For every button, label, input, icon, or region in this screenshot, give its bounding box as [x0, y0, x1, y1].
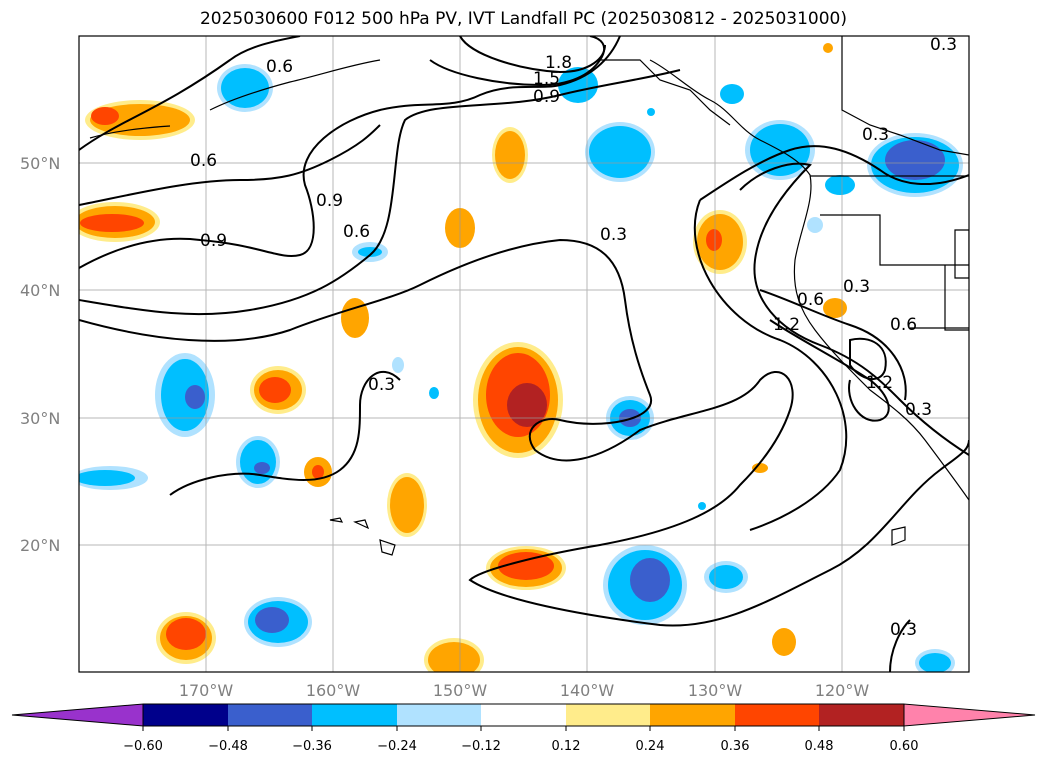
lon-label-160w: 160°W [306, 681, 361, 700]
colorbar-tick-label: −0.60 [123, 739, 163, 754]
positive-anomaly-center [473, 342, 563, 458]
colorbar-bin [228, 704, 312, 726]
map-frame [78, 35, 970, 673]
pv-contours [79, 36, 969, 672]
colorbar-extend-max [903, 703, 1036, 727]
coastlines [89, 36, 969, 556]
lat-label-20n: 20°N [20, 536, 60, 555]
contour-label: 0.9 [533, 87, 560, 107]
colorbar-tick-label: 0.36 [721, 739, 750, 754]
colorbar-tick-label: −0.48 [208, 739, 248, 754]
contour-labels: 0.6 1.8 1.5 0.9 0.3 0.6 0.9 0.6 0.9 0.3 … [190, 35, 957, 640]
colorbar-bin [566, 704, 650, 726]
colorbar-tick-label: −0.36 [292, 739, 332, 754]
contour-label: 0.3 [600, 225, 627, 245]
positive-anomaly-nw [85, 100, 195, 140]
colorbar-tick-label: −0.24 [377, 739, 417, 754]
colorbar-tick-label: 0.12 [552, 739, 581, 754]
contour-label: 0.3 [930, 35, 957, 55]
contour-label: 0.3 [368, 375, 395, 395]
lat-label-50n: 50°N [20, 154, 60, 173]
contour-label: 0.6 [797, 290, 824, 310]
lon-label-120w: 120°W [815, 681, 870, 700]
contour-label: 0.3 [890, 620, 917, 640]
longitude-labels: 170°W 160°W 150°W 140°W 130°W 120°W [179, 681, 870, 700]
contour-label: 0.6 [190, 151, 217, 171]
lat-label-30n: 30°N [20, 409, 60, 428]
contour-label: 1.2 [773, 315, 800, 335]
contour-label: 0.9 [316, 191, 343, 211]
latitude-labels: 50°N 40°N 30°N 20°N [20, 154, 60, 555]
colorbar-extend-min [11, 703, 144, 727]
contour-label: 0.6 [343, 222, 370, 242]
contour-label: 0.3 [905, 400, 932, 420]
lon-label-150w: 150°W [433, 681, 488, 700]
colorbar-bin [481, 704, 566, 726]
contour-label: 1.5 [533, 69, 560, 89]
lon-label-140w: 140°W [560, 681, 615, 700]
colorbar-bin [143, 704, 228, 726]
colorbar-bin [735, 704, 819, 726]
contour-label: 0.6 [266, 57, 293, 77]
colorbar-bin [397, 704, 481, 726]
contour-label: 0.3 [843, 277, 870, 297]
colorbar-bin [819, 704, 904, 726]
map-title: 2025030600 F012 500 hPa PV, IVT Landfall… [199, 9, 847, 29]
contour-label: 0.9 [200, 231, 227, 251]
lat-label-40n: 40°N [20, 281, 60, 300]
colorbar-tick-label: 0.24 [636, 739, 665, 754]
positive-anomaly-w [79, 202, 160, 242]
colorbar-tick-label: 0.48 [805, 739, 834, 754]
contour-label: 1.2 [866, 373, 893, 393]
contour-label: 1.8 [545, 53, 572, 73]
colorbar-bin [650, 704, 735, 726]
contour-label: 0.3 [862, 125, 889, 145]
colorbar-tick-label: 0.60 [890, 739, 919, 754]
lon-label-170w: 170°W [179, 681, 234, 700]
lon-label-130w: 130°W [688, 681, 743, 700]
colorbar: −0.60 −0.48 −0.36 −0.24 −0.12 0.12 0.24 … [11, 703, 1036, 754]
colorbar-bin [312, 704, 397, 726]
colorbar-tick-label: −0.12 [461, 739, 501, 754]
contour-label: 0.6 [890, 315, 917, 335]
